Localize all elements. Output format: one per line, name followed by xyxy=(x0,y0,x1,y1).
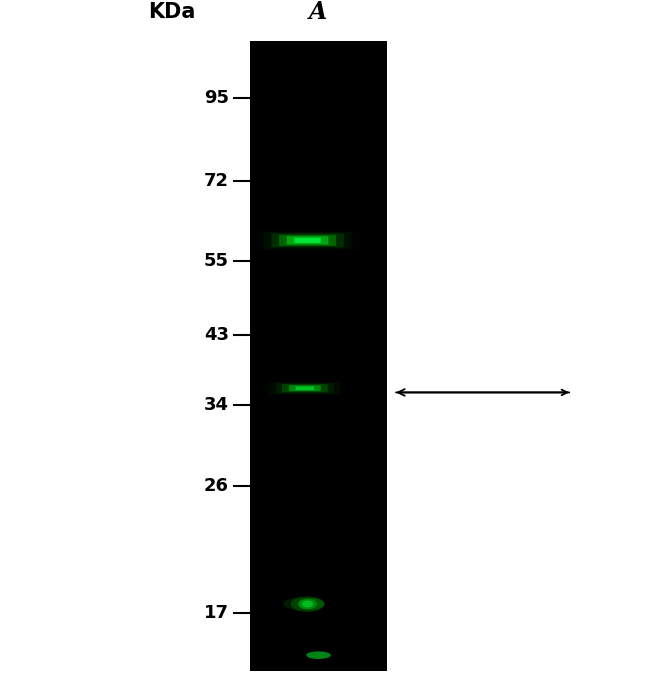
FancyBboxPatch shape xyxy=(282,384,328,392)
FancyBboxPatch shape xyxy=(256,231,359,250)
Text: 17: 17 xyxy=(204,604,229,622)
FancyBboxPatch shape xyxy=(294,238,320,243)
FancyBboxPatch shape xyxy=(289,385,320,391)
Text: 95: 95 xyxy=(204,89,229,107)
Text: 55: 55 xyxy=(204,253,229,270)
Ellipse shape xyxy=(298,598,324,610)
Text: 43: 43 xyxy=(204,326,229,344)
Bar xyxy=(250,41,387,671)
Text: 72: 72 xyxy=(204,172,229,190)
FancyBboxPatch shape xyxy=(272,234,344,247)
Ellipse shape xyxy=(302,601,313,607)
Ellipse shape xyxy=(298,599,317,609)
FancyBboxPatch shape xyxy=(264,232,352,249)
FancyBboxPatch shape xyxy=(296,386,314,390)
FancyBboxPatch shape xyxy=(279,235,336,246)
Text: A: A xyxy=(309,1,328,25)
Text: KDa: KDa xyxy=(149,3,196,22)
Ellipse shape xyxy=(282,599,320,609)
FancyBboxPatch shape xyxy=(276,383,334,394)
Text: 26: 26 xyxy=(204,477,229,494)
FancyBboxPatch shape xyxy=(270,382,340,394)
FancyBboxPatch shape xyxy=(287,236,328,244)
Ellipse shape xyxy=(283,597,325,611)
Ellipse shape xyxy=(306,652,331,659)
Text: 34: 34 xyxy=(204,396,229,414)
FancyBboxPatch shape xyxy=(264,381,346,396)
Ellipse shape xyxy=(291,597,324,612)
